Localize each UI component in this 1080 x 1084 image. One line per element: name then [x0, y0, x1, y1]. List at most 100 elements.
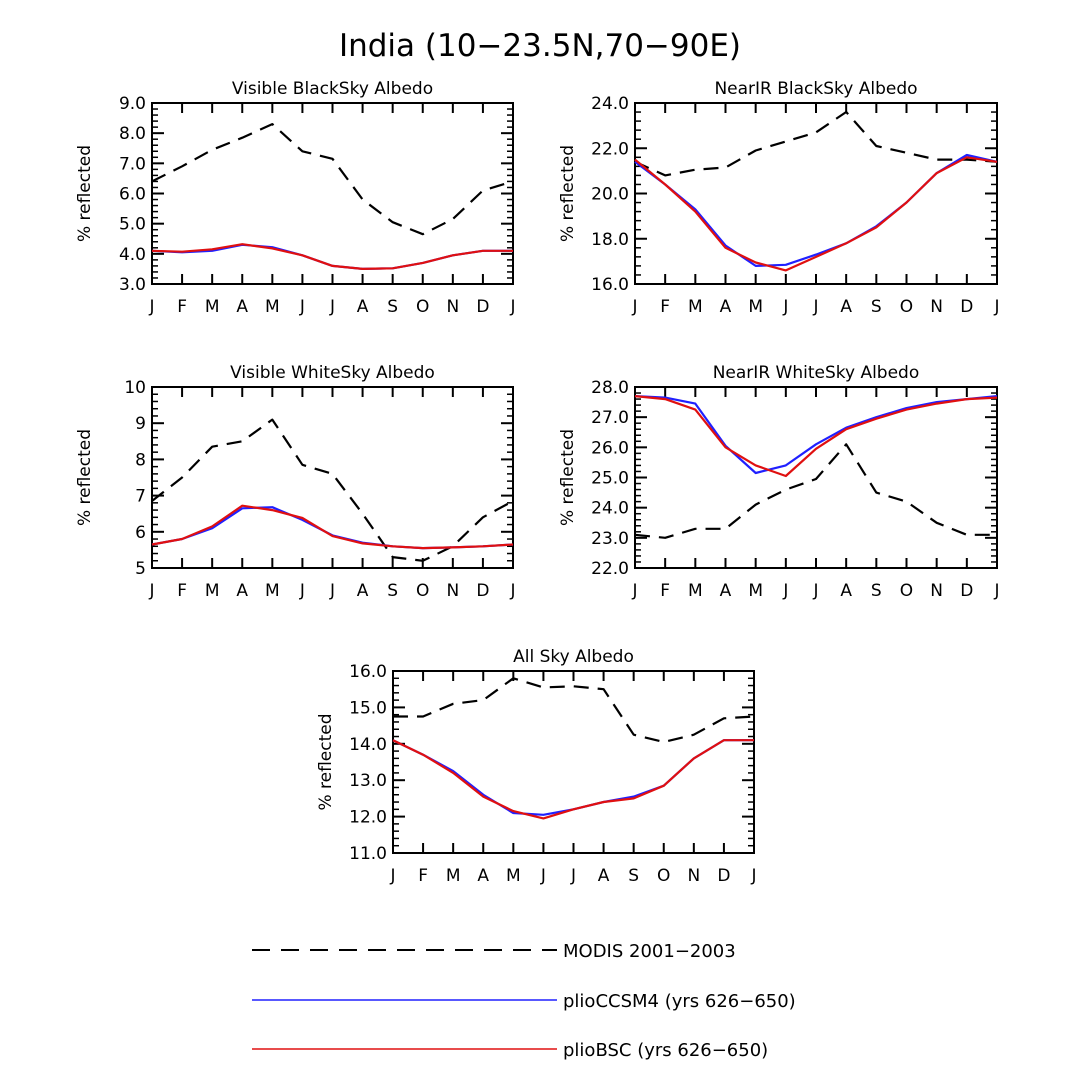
series-line-pliobsc: [634, 156, 998, 272]
series-line-pliobsc: [151, 504, 514, 550]
x-tick-label: A: [720, 297, 732, 317]
panel-title: NearIR BlackSky Albedo: [714, 79, 917, 99]
x-tick-label: J: [570, 866, 576, 886]
y-tick-label: 24.0: [591, 94, 629, 114]
x-tick-label: O: [416, 581, 429, 601]
y-tick-label: 23.0: [591, 529, 629, 549]
y-axis-label: % reflected: [75, 429, 95, 526]
x-tick-label: A: [477, 866, 489, 886]
y-tick-label: 15.0: [349, 698, 387, 718]
x-tick-label: J: [148, 297, 154, 317]
y-tick-label: 11.0: [349, 844, 387, 864]
y-tick-label: 8.0: [119, 124, 146, 144]
y-tick-label: 20.0: [591, 185, 629, 205]
x-tick-label: J: [993, 297, 999, 317]
x-tick-label: S: [871, 297, 882, 317]
x-tick-label: D: [960, 581, 973, 601]
legend-item: plioCCSM4 (yrs 626−650): [252, 991, 796, 1012]
x-tick-label: J: [329, 297, 335, 317]
x-tick-label: O: [900, 297, 913, 317]
x-tick-label: J: [509, 297, 515, 317]
y-tick-label: 5: [135, 559, 146, 579]
y-tick-label: 25.0: [591, 469, 629, 489]
y-tick-label: 7: [135, 487, 146, 507]
figure-title: India (10−23.5N,70−90E): [339, 28, 741, 64]
x-tick-label: M: [688, 581, 703, 601]
x-tick-label: N: [930, 581, 943, 601]
y-tick-label: 27.0: [591, 408, 629, 428]
x-tick-label: J: [993, 581, 999, 601]
series-line-pliobsc: [392, 739, 754, 820]
x-tick-label: O: [900, 581, 913, 601]
x-tick-label: J: [329, 581, 335, 601]
y-tick-label: 24.0: [591, 499, 629, 519]
x-tick-label: F: [660, 581, 670, 601]
y-tick-label: 6.0: [119, 185, 146, 205]
y-axis-label: % reflected: [558, 429, 578, 526]
y-tick-label: 4.0: [119, 245, 146, 265]
x-tick-label: N: [687, 866, 700, 886]
x-tick-label: A: [236, 297, 248, 317]
legend-label: plioCCSM4 (yrs 626−650): [563, 991, 796, 1012]
x-tick-label: O: [416, 297, 429, 317]
x-tick-label: M: [205, 297, 220, 317]
y-tick-label: 9: [135, 414, 146, 434]
x-tick-label: J: [631, 297, 637, 317]
x-tick-label: J: [782, 581, 788, 601]
series-line-modis: [151, 122, 514, 236]
series-line-modis: [393, 677, 755, 744]
y-tick-label: 9.0: [119, 94, 146, 114]
x-tick-label: F: [177, 581, 187, 601]
x-tick-label: J: [509, 581, 515, 601]
x-tick-label: F: [177, 297, 187, 317]
x-tick-label: M: [748, 581, 763, 601]
y-tick-label: 8: [135, 450, 146, 470]
legend-label: MODIS 2001−2003: [563, 941, 736, 962]
y-tick-label: 14.0: [349, 735, 387, 755]
x-tick-label: A: [357, 297, 369, 317]
x-tick-label: A: [236, 581, 248, 601]
x-tick-label: S: [871, 581, 882, 601]
y-tick-label: 22.0: [591, 559, 629, 579]
x-tick-label: D: [476, 297, 489, 317]
x-tick-label: M: [265, 581, 280, 601]
x-tick-label: A: [357, 581, 369, 601]
x-tick-label: A: [598, 866, 610, 886]
panel-title: Visible BlackSky Albedo: [232, 79, 433, 99]
y-tick-label: 3.0: [119, 275, 146, 295]
y-tick-label: 18.0: [591, 230, 629, 250]
y-tick-label: 16.0: [349, 662, 387, 682]
series-line-modis: [634, 443, 997, 539]
y-tick-label: 22.0: [591, 139, 629, 159]
x-tick-label: J: [812, 581, 818, 601]
x-tick-label: J: [750, 866, 756, 886]
series-line-plioccsm4: [634, 395, 998, 475]
x-tick-label: N: [930, 297, 943, 317]
x-tick-label: M: [688, 297, 703, 317]
x-tick-label: M: [506, 866, 521, 886]
x-tick-label: M: [748, 297, 763, 317]
x-tick-label: J: [389, 866, 395, 886]
y-tick-label: 10: [124, 378, 146, 398]
x-tick-label: A: [720, 581, 732, 601]
x-tick-label: J: [812, 297, 818, 317]
y-tick-label: 5.0: [119, 215, 146, 235]
x-tick-label: J: [631, 581, 637, 601]
x-tick-label: S: [628, 866, 639, 886]
y-tick-label: 7.0: [119, 154, 146, 174]
y-axis-label: % reflected: [75, 145, 95, 242]
legend: MODIS 2001−2003 plioCCSM4 (yrs 626−650) pl…: [252, 941, 796, 1061]
y-tick-label: 28.0: [591, 378, 629, 398]
panel-title: NearIR WhiteSky Albedo: [713, 363, 920, 383]
x-tick-label: F: [660, 297, 670, 317]
y-tick-label: 26.0: [591, 438, 629, 458]
x-tick-label: A: [840, 297, 852, 317]
y-axis-label: % reflected: [316, 713, 336, 810]
